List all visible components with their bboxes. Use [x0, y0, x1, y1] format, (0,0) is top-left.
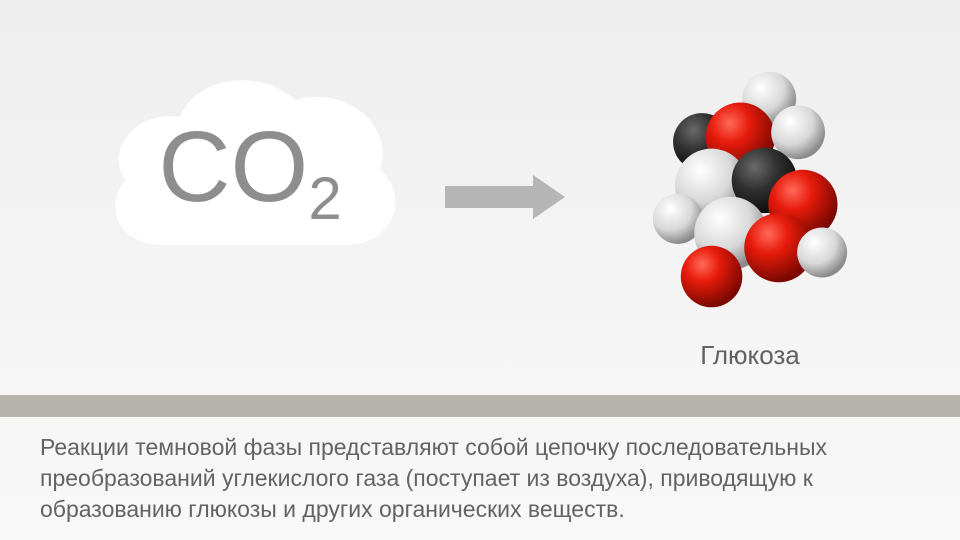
atom-white [771, 105, 825, 159]
diagram-area: CO2 [0, 0, 960, 395]
formula-sub: 2 [308, 165, 341, 232]
co2-formula: CO2 [158, 110, 341, 225]
divider-bar [0, 395, 960, 417]
atom-white [797, 228, 847, 278]
co2-cloud: CO2 [95, 55, 405, 285]
atom-red [681, 246, 743, 308]
arrow-right-icon [445, 175, 565, 219]
glucose-label: Глюкоза [650, 340, 850, 371]
glucose-molecule [640, 65, 860, 315]
caption-text: Реакции темновой фазы представляют собой… [40, 432, 920, 525]
formula-main: CO [158, 111, 308, 223]
